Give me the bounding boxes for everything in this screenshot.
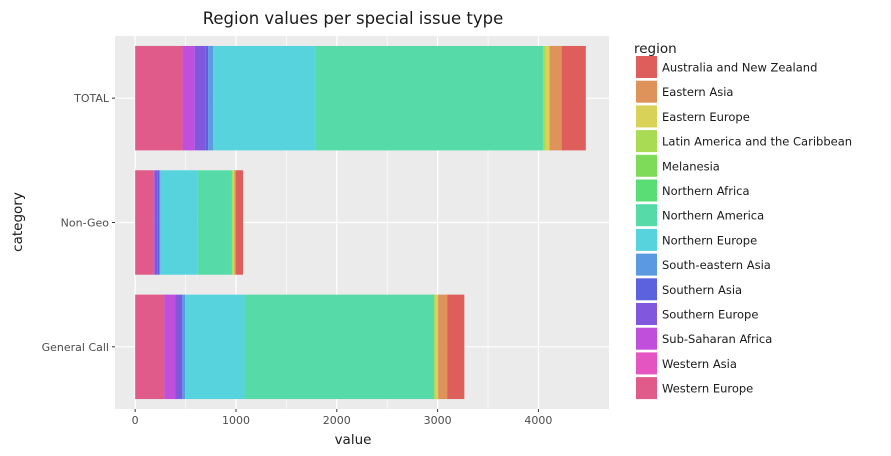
bar-segment (561, 45, 586, 151)
legend-label: Northern Europe (662, 233, 757, 247)
bar-segment (213, 45, 316, 151)
legend-swatch (636, 80, 657, 103)
legend-swatch (636, 56, 657, 78)
x-tick-label: 3000 (424, 414, 452, 427)
bar-segment (235, 170, 244, 275)
bar-segment (234, 170, 236, 275)
bar-segment (435, 294, 439, 400)
legend-swatch (636, 130, 657, 153)
legend-swatch (636, 105, 657, 128)
legend-label: Latin America and the Caribbean (662, 135, 852, 149)
legend-swatch (636, 179, 657, 202)
x-axis-title: value (335, 432, 372, 448)
legend-swatch (636, 278, 657, 301)
bar-segment (205, 45, 209, 151)
bar-segment (159, 170, 161, 275)
bar-segment (157, 170, 160, 275)
chart-title: Region values per special issue type (203, 9, 504, 28)
bar-segment (208, 45, 214, 151)
bar-segment (175, 294, 182, 400)
bar-segment (154, 170, 158, 275)
bar-segment (542, 45, 546, 151)
legend-swatch (636, 253, 657, 276)
x-axis-ticks: 0 1000 2000 3000 4000 (132, 409, 552, 427)
legend-label: Northern Africa (662, 184, 750, 198)
legend-label: Southern Asia (662, 283, 742, 297)
bar-segment (434, 294, 436, 400)
legend-label: Western Asia (662, 357, 737, 371)
bar-segment (545, 45, 550, 151)
bar-segment (185, 294, 245, 400)
bar-segment (135, 45, 183, 151)
bar-segment (447, 294, 465, 400)
legend-label: Melanesia (662, 159, 720, 173)
y-tick-label: General Call (42, 341, 109, 354)
legend-swatch (636, 327, 657, 350)
legend-label: Northern America (662, 209, 764, 223)
legend-label: Australia and New Zealand (662, 61, 817, 75)
bar-segment (181, 294, 183, 400)
y-tick-label: Non-Geo (61, 217, 110, 230)
y-axis-title: category (10, 192, 26, 252)
bar-segment (194, 45, 206, 151)
legend-swatch (636, 303, 657, 325)
bar-segment (315, 45, 543, 151)
legend-swatch (636, 154, 657, 177)
legend-swatch (636, 352, 657, 375)
x-tick-label: 2000 (323, 414, 351, 427)
x-tick-label: 4000 (524, 414, 552, 427)
bar-segment (197, 170, 232, 275)
bar-segment (244, 294, 435, 400)
legend-label: Southern Europe (662, 308, 758, 322)
bars (135, 45, 586, 400)
bar-segment (164, 294, 176, 400)
bar-segment (232, 170, 235, 275)
x-tick-label: 0 (132, 414, 139, 427)
bar-segment (182, 45, 195, 151)
bar-segment (160, 170, 198, 275)
bar-segment (182, 294, 186, 400)
bar-segment (135, 170, 154, 275)
y-axis-ticks: General Call Non-Geo TOTAL (42, 92, 115, 354)
legend-swatch (636, 228, 657, 251)
legend-label: Sub-Saharan Africa (662, 332, 772, 346)
legend-label: Eastern Asia (662, 85, 733, 99)
bar-segment (153, 170, 155, 275)
bar-segment (549, 45, 562, 151)
bar-segment (135, 294, 165, 400)
bar-segment (231, 170, 233, 275)
legend-swatch (636, 377, 657, 400)
legend-label: Eastern Europe (662, 110, 750, 124)
y-tick-label: TOTAL (73, 92, 110, 105)
bar-segment (438, 294, 448, 400)
legend-label: South-eastern Asia (662, 258, 771, 272)
x-tick-label: 1000 (222, 414, 250, 427)
legend-swatch (636, 204, 657, 227)
legend-title: region (634, 41, 677, 57)
legend: region Australia and New Zealand Eastern … (634, 41, 852, 400)
legend-label: Western Europe (662, 382, 753, 396)
